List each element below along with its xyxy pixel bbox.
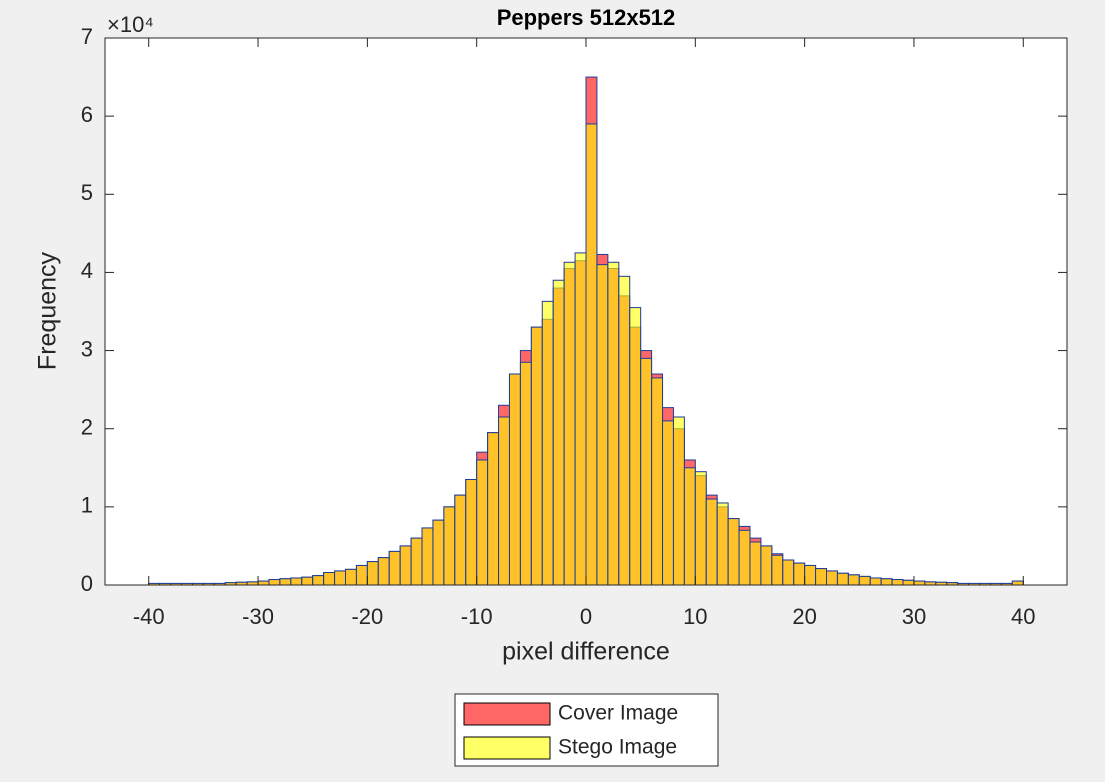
x-tick-label: -10 bbox=[461, 604, 493, 629]
histogram-bar bbox=[552, 279, 565, 586]
legend-label: Cover Image bbox=[558, 702, 678, 725]
histogram-bar bbox=[869, 577, 882, 586]
histogram-bar bbox=[290, 577, 303, 586]
y-tick-label: 4 bbox=[81, 258, 93, 283]
histogram-bar bbox=[530, 326, 543, 586]
histogram-bar bbox=[705, 498, 718, 586]
y-tick-label: 1 bbox=[81, 493, 93, 518]
histogram-bar bbox=[662, 420, 674, 586]
histogram-bar bbox=[880, 578, 893, 586]
histogram-bar bbox=[465, 479, 478, 586]
histogram-bar bbox=[804, 564, 817, 586]
histogram-bar bbox=[629, 307, 642, 586]
histogram-bar bbox=[476, 459, 489, 586]
x-tick-label: -40 bbox=[133, 604, 165, 629]
histogram-bar bbox=[913, 580, 926, 586]
histogram-bar bbox=[355, 564, 368, 586]
histogram-bar bbox=[683, 467, 696, 586]
histogram-bar bbox=[716, 502, 729, 586]
histogram-bar bbox=[366, 561, 379, 586]
y-tick-label: 0 bbox=[81, 571, 93, 596]
histogram-bar bbox=[672, 416, 685, 586]
histogram-bar bbox=[596, 264, 609, 586]
histogram-bar bbox=[1011, 580, 1024, 586]
histogram-bar bbox=[410, 537, 423, 586]
legend-swatch bbox=[463, 736, 551, 760]
histogram-bar bbox=[771, 554, 784, 586]
chart-title: Peppers 512x512 bbox=[497, 5, 676, 30]
y-exponent-label: ×10⁴ bbox=[107, 12, 154, 37]
x-tick-label: 40 bbox=[1011, 604, 1035, 629]
histogram-bar bbox=[847, 574, 860, 586]
axes: -40 -30 -20 -10 0 10 20 30 40 0 1 2 3 4 5 6 7 bbox=[81, 24, 1068, 629]
histogram-bar bbox=[607, 261, 620, 586]
legend: Cover Image Stego Image bbox=[463, 702, 678, 760]
histogram-bar bbox=[793, 562, 806, 586]
histogram-bar bbox=[399, 545, 412, 586]
bars bbox=[148, 76, 1024, 586]
y-tick-label: 3 bbox=[81, 336, 93, 361]
histogram-bar bbox=[279, 578, 292, 586]
x-tick-label: 30 bbox=[902, 604, 926, 629]
legend-swatch bbox=[463, 702, 551, 726]
histogram-bar bbox=[312, 575, 325, 586]
histogram-bar bbox=[651, 377, 664, 586]
histogram-bar bbox=[760, 545, 773, 586]
legend-label: Stego Image bbox=[558, 736, 677, 759]
histogram-bar bbox=[268, 579, 281, 586]
histogram-bar bbox=[858, 575, 871, 586]
histogram-bar bbox=[574, 252, 587, 586]
histogram-bar bbox=[891, 579, 904, 586]
y-tick-label: 2 bbox=[81, 415, 93, 440]
histogram-bar bbox=[618, 275, 631, 586]
histogram-bar bbox=[738, 529, 751, 586]
y-tick-label: 5 bbox=[81, 180, 93, 205]
x-tick-label: 10 bbox=[683, 604, 707, 629]
x-tick-label: -30 bbox=[242, 604, 274, 629]
x-tick-label: -20 bbox=[351, 604, 383, 629]
histogram-bar bbox=[519, 361, 532, 586]
histogram-bar bbox=[334, 570, 346, 586]
histogram-bar bbox=[902, 579, 915, 586]
histogram-bar bbox=[454, 494, 467, 586]
histogram-bar bbox=[257, 580, 270, 586]
histogram-bar bbox=[541, 300, 554, 586]
histogram-bar bbox=[563, 261, 576, 586]
histogram-bar bbox=[640, 357, 653, 586]
histogram-bar bbox=[377, 557, 390, 586]
y-axis-label: Frequency bbox=[34, 251, 62, 370]
histogram-bar bbox=[487, 432, 500, 586]
histogram-bar bbox=[782, 559, 795, 586]
x-tick-label: 0 bbox=[580, 604, 592, 629]
histogram-bar bbox=[301, 576, 314, 586]
histogram-bar bbox=[345, 568, 357, 586]
x-tick-label: 20 bbox=[792, 604, 816, 629]
histogram-bar bbox=[443, 506, 456, 586]
histogram-bar bbox=[749, 541, 762, 586]
histogram-bar bbox=[498, 416, 510, 586]
histogram-bar bbox=[323, 571, 336, 586]
histogram-bar bbox=[585, 123, 598, 586]
x-axis-label: pixel difference bbox=[502, 638, 670, 666]
histogram-bar bbox=[421, 527, 434, 586]
histogram-bar bbox=[815, 568, 827, 586]
histogram-bar bbox=[388, 550, 401, 586]
histogram-bar bbox=[508, 373, 521, 586]
histogram-bar bbox=[836, 572, 849, 586]
histogram-bar bbox=[727, 518, 740, 586]
histogram-bar bbox=[432, 519, 445, 586]
histogram-bar bbox=[826, 570, 838, 586]
y-tick-label: 6 bbox=[81, 102, 93, 127]
y-tick-label: 7 bbox=[81, 24, 93, 49]
histogram-bar bbox=[694, 471, 707, 586]
